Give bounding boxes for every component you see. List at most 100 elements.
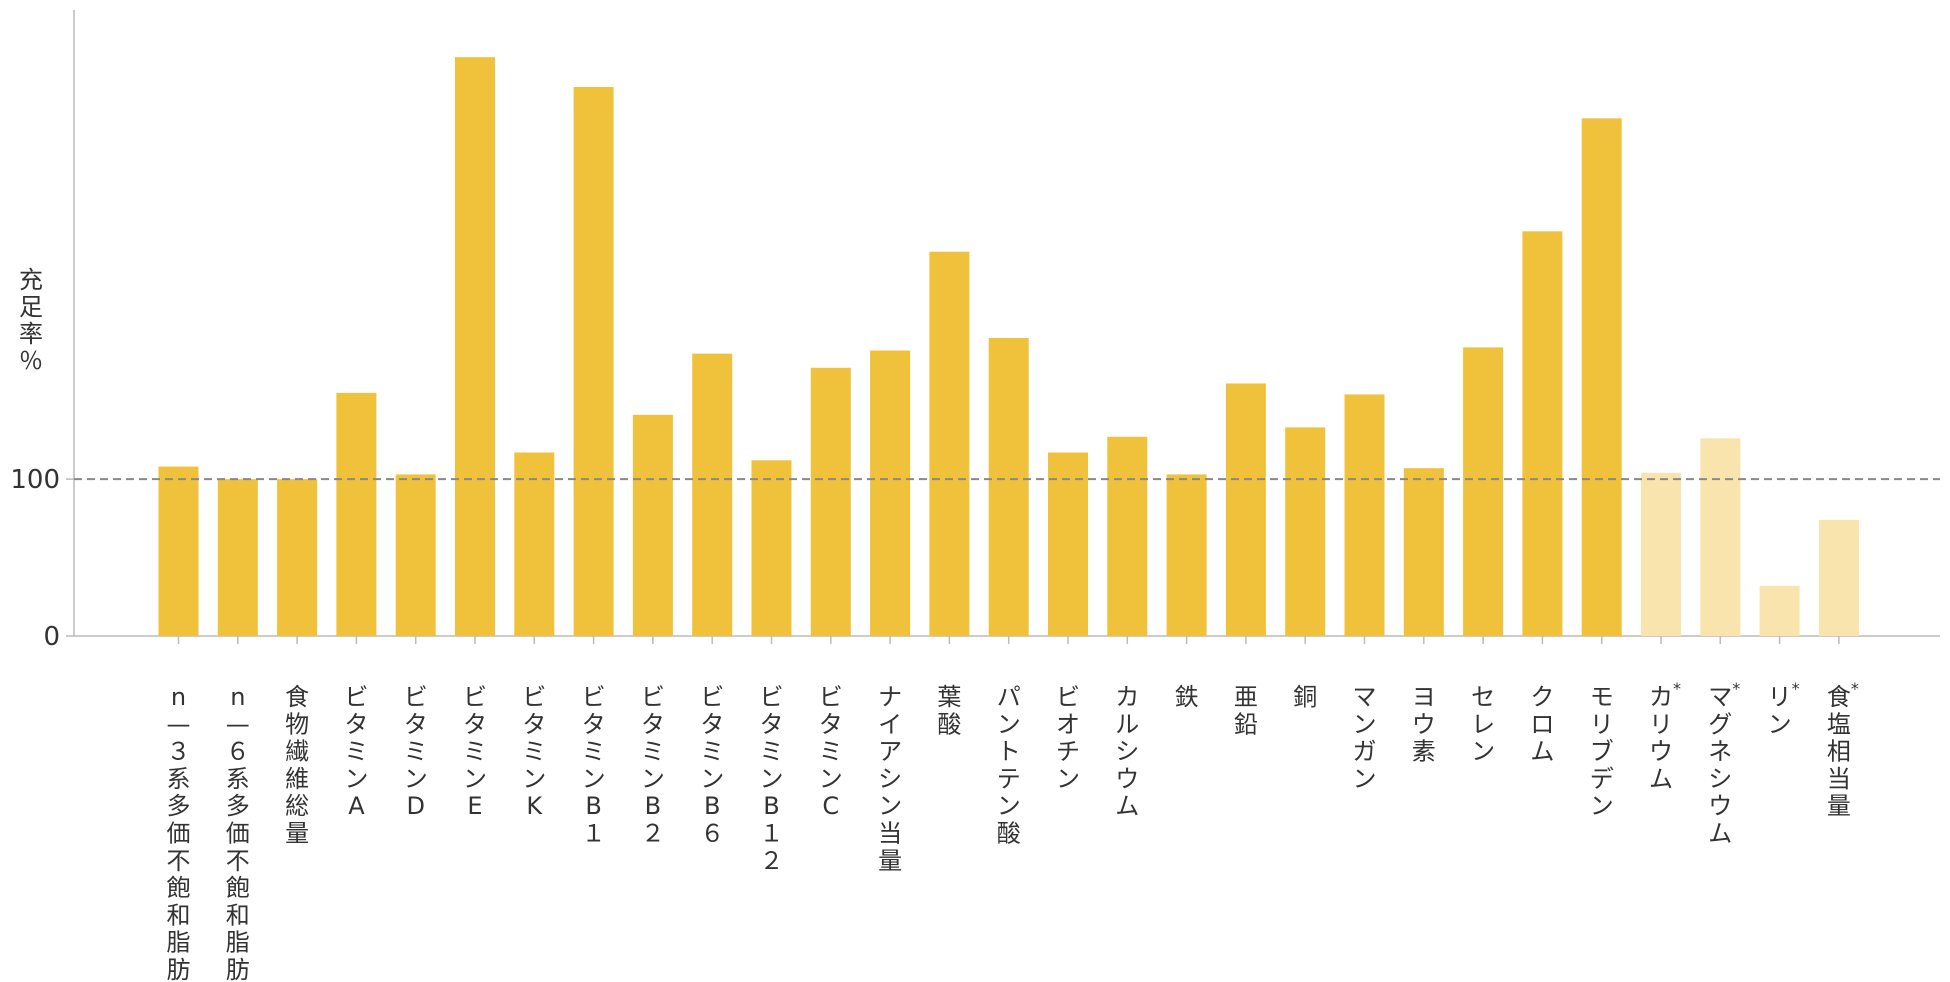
x-tick-label-text: 鉄 bbox=[1175, 683, 1199, 711]
x-tick-label-text: ヨウ素 bbox=[1412, 683, 1436, 766]
bar-16 bbox=[1048, 452, 1088, 636]
x-tick-label-text: カリウム bbox=[1649, 683, 1673, 793]
bar-9 bbox=[632, 414, 673, 636]
x-tick-label-text: カルシウム bbox=[1115, 683, 1139, 820]
bar-3 bbox=[277, 479, 318, 636]
footnote-mark: * bbox=[1851, 679, 1859, 698]
x-tick-label-1: n—３系多価不飽和脂肪酸 bbox=[167, 683, 191, 982]
x-tick-label-6: ビタミン E bbox=[463, 683, 487, 820]
bar-6 bbox=[455, 57, 495, 637]
bar-5 bbox=[395, 474, 436, 636]
bar-17 bbox=[1107, 436, 1148, 636]
x-tick-label-26: カリウム* bbox=[1649, 679, 1681, 793]
x-tick-label-14: 葉酸 bbox=[937, 683, 961, 738]
x-tick-label-5: ビタミン D bbox=[404, 683, 428, 820]
bar-26 bbox=[1641, 472, 1681, 636]
x-tick-label-13: ナイアシン当量 bbox=[878, 683, 902, 875]
bar-25 bbox=[1581, 118, 1622, 636]
bar-23 bbox=[1463, 347, 1504, 636]
x-tick-label-text: 食塩相当量 bbox=[1827, 683, 1851, 820]
bar-11 bbox=[751, 460, 792, 636]
x-tick-label-text: セレン bbox=[1471, 683, 1495, 766]
x-tick-label-text: ビタミン A bbox=[344, 683, 368, 820]
bar-15 bbox=[988, 337, 1029, 636]
footnote-mark: * bbox=[1792, 679, 1800, 698]
x-tick-label-10: ビタミン B ６ bbox=[700, 683, 724, 848]
x-tick-label-text: 食物繊維総量 bbox=[285, 683, 309, 848]
x-axis-ticks bbox=[177, 636, 1840, 644]
x-tick-label-18: 鉄 bbox=[1175, 683, 1199, 711]
x-tick-label-15: パントテン酸 bbox=[997, 683, 1021, 848]
bar-24 bbox=[1522, 231, 1563, 636]
bars bbox=[158, 57, 1859, 637]
x-tick-label-text: ビタミン B ２ bbox=[641, 683, 665, 848]
x-tick-label-29: 食塩相当量* bbox=[1827, 679, 1859, 820]
x-tick-label-text: ビタミン E bbox=[463, 683, 487, 820]
x-tick-label-text: 銅 bbox=[1293, 683, 1317, 711]
y-tick-label: 0 bbox=[43, 622, 60, 652]
y-axis-title-text: 充足率％ bbox=[19, 266, 43, 375]
bar-8 bbox=[573, 86, 614, 637]
footnote-mark: * bbox=[1673, 679, 1681, 698]
x-tick-label-3: 食物繊維総量 bbox=[285, 683, 309, 848]
x-tick-label-28: リン* bbox=[1768, 679, 1800, 738]
footnote-mark: * bbox=[1732, 679, 1740, 698]
bar-10 bbox=[692, 353, 733, 636]
bar-21 bbox=[1344, 394, 1385, 636]
x-tick-label-text: ビタミン K bbox=[522, 683, 546, 820]
y-axis-ticks: 0 100 bbox=[10, 465, 74, 652]
x-tick-label-text: クロム bbox=[1530, 683, 1554, 766]
bar-18 bbox=[1166, 474, 1207, 636]
x-tick-label-7: ビタミン K bbox=[522, 683, 546, 820]
bar-14 bbox=[929, 251, 970, 636]
x-tick-label-text: マグネシウム bbox=[1708, 683, 1732, 848]
bar-19 bbox=[1225, 383, 1266, 636]
x-tick-label-text: 葉酸 bbox=[937, 683, 961, 738]
bar-2 bbox=[217, 479, 258, 636]
x-tick-label-24: クロム bbox=[1530, 683, 1554, 766]
x-tick-label-16: ビオチン bbox=[1056, 683, 1080, 793]
bar-27 bbox=[1700, 438, 1741, 636]
x-tick-label-text: ビオチン bbox=[1056, 683, 1080, 793]
x-tick-label-text: パントテン酸 bbox=[997, 683, 1021, 848]
x-tick-label-21: マンガン bbox=[1353, 683, 1377, 793]
x-tick-label-25: モリブデン bbox=[1590, 683, 1614, 820]
x-tick-label-text: モリブデン bbox=[1590, 683, 1614, 820]
x-tick-label-text: ビタミン B ６ bbox=[700, 683, 724, 848]
x-tick-label-12: ビタミン C bbox=[819, 683, 843, 820]
x-tick-label-20: 銅 bbox=[1293, 683, 1317, 711]
bar-12 bbox=[810, 367, 851, 636]
x-tick-label-27: マグネシウム* bbox=[1708, 679, 1740, 848]
bar-20 bbox=[1285, 427, 1326, 636]
x-tick-label-text: ビタミン C bbox=[819, 683, 843, 820]
x-tick-label-text: n—３系多価不飽和脂肪酸 bbox=[167, 683, 191, 982]
x-tick-label-22: ヨウ素 bbox=[1412, 683, 1436, 766]
x-tick-label-23: セレン bbox=[1471, 683, 1495, 766]
x-tick-label-text: n—６系多価不飽和脂肪酸 bbox=[226, 683, 250, 982]
y-tick-label: 100 bbox=[10, 465, 60, 495]
x-tick-label-17: カルシウム bbox=[1115, 683, 1139, 820]
x-tick-label-4: ビタミン A bbox=[344, 683, 368, 820]
x-tick-label-text: リン bbox=[1768, 683, 1792, 738]
bar-1 bbox=[158, 466, 199, 636]
x-tick-label-19: 亜鉛 bbox=[1234, 683, 1258, 738]
bar-28 bbox=[1759, 585, 1800, 636]
x-tick-label-text: ナイアシン当量 bbox=[878, 683, 902, 875]
y-axis-title: 充足率％ bbox=[19, 266, 43, 375]
x-tick-label-9: ビタミン B ２ bbox=[641, 683, 665, 848]
x-tick-label-2: n—６系多価不飽和脂肪酸 bbox=[226, 683, 250, 982]
bar-7 bbox=[514, 452, 555, 636]
bar-4 bbox=[336, 392, 377, 636]
x-tick-label-text: 亜鉛 bbox=[1234, 683, 1258, 738]
bar-13 bbox=[870, 350, 911, 636]
x-tick-label-text: ビタミン B １２ bbox=[760, 683, 784, 875]
bar-22 bbox=[1403, 468, 1444, 636]
x-tick-label-text: ビタミン B １ bbox=[582, 683, 606, 848]
x-tick-label-11: ビタミン B １２ bbox=[760, 683, 784, 875]
x-tick-label-8: ビタミン B １ bbox=[582, 683, 606, 848]
x-tick-label-text: マンガン bbox=[1353, 683, 1377, 793]
bar-29 bbox=[1818, 519, 1859, 636]
x-tick-label-text: ビタミン D bbox=[404, 683, 428, 820]
